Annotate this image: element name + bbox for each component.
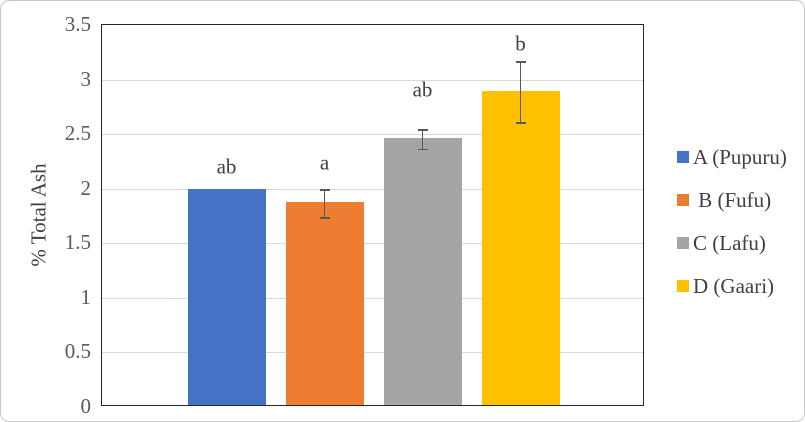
gridline-y-2.5 <box>102 134 643 136</box>
bar-d-gaari <box>481 90 560 405</box>
y-tick-label-3.5: 3.5 <box>64 12 91 36</box>
significance-letter-c-lafu: ab <box>412 77 433 102</box>
gridline-y-1 <box>102 297 643 299</box>
plot-area: ab a ab b <box>101 24 644 406</box>
gridline-y-1.5 <box>102 243 643 245</box>
bar-c-lafu <box>383 137 462 405</box>
significance-letter-d-gaari: b <box>515 31 526 56</box>
error-bar-b-fufu <box>323 189 326 219</box>
legend-item-a-pupuru: A (Pupuru) <box>677 145 787 169</box>
significance-letter-a-pupuru: ab <box>216 154 237 179</box>
legend-item-d-gaari: D (Gaari) <box>677 274 774 298</box>
bar-a-pupuru <box>187 188 266 405</box>
significance-letter-b-fufu: a <box>319 150 330 175</box>
legend-swatch-icon <box>677 194 689 206</box>
error-bar-c-lafu-bottom-cap <box>417 148 428 151</box>
gridline-y-2 <box>102 188 643 190</box>
legend-swatch-icon <box>677 280 689 292</box>
bar-b-fufu <box>285 202 364 405</box>
legend-swatch-icon <box>677 237 689 249</box>
y-tick-label-2: 2 <box>80 175 92 200</box>
y-tick-label-0: 0 <box>80 394 92 418</box>
gridline-y-0.5 <box>102 352 643 354</box>
y-tick-label-3: 3 <box>80 66 92 91</box>
error-bar-b-fufu-bottom-cap <box>319 217 330 219</box>
error-bar-c-lafu-top-cap <box>417 129 428 131</box>
legend-label: D (Gaari) <box>693 274 775 298</box>
error-bar-d-gaari-top-cap <box>515 61 526 63</box>
y-tick-label-1: 1 <box>80 284 92 309</box>
legend-item-b-fufu: B (Fufu) <box>677 188 771 212</box>
error-bar-d-gaari-bottom-cap <box>515 122 526 124</box>
legend-label: A (Pupuru) <box>693 145 787 169</box>
y-tick-label-2.5: 2.5 <box>64 121 91 146</box>
error-bar-d-gaari <box>519 62 522 124</box>
legend-label: B (Fufu) <box>693 188 772 212</box>
y-tick-label-1.5: 1.5 <box>64 230 91 255</box>
legend-swatch-icon <box>677 151 689 163</box>
legend-item-c-lafu: C (Lafu) <box>677 231 766 255</box>
y-tick-label-0.5: 0.5 <box>64 339 91 364</box>
error-bar-b-fufu-top-cap <box>319 189 330 191</box>
error-bar-c-lafu <box>421 129 424 150</box>
gridline-y-3 <box>102 79 643 81</box>
legend-label: C (Lafu) <box>693 231 766 255</box>
